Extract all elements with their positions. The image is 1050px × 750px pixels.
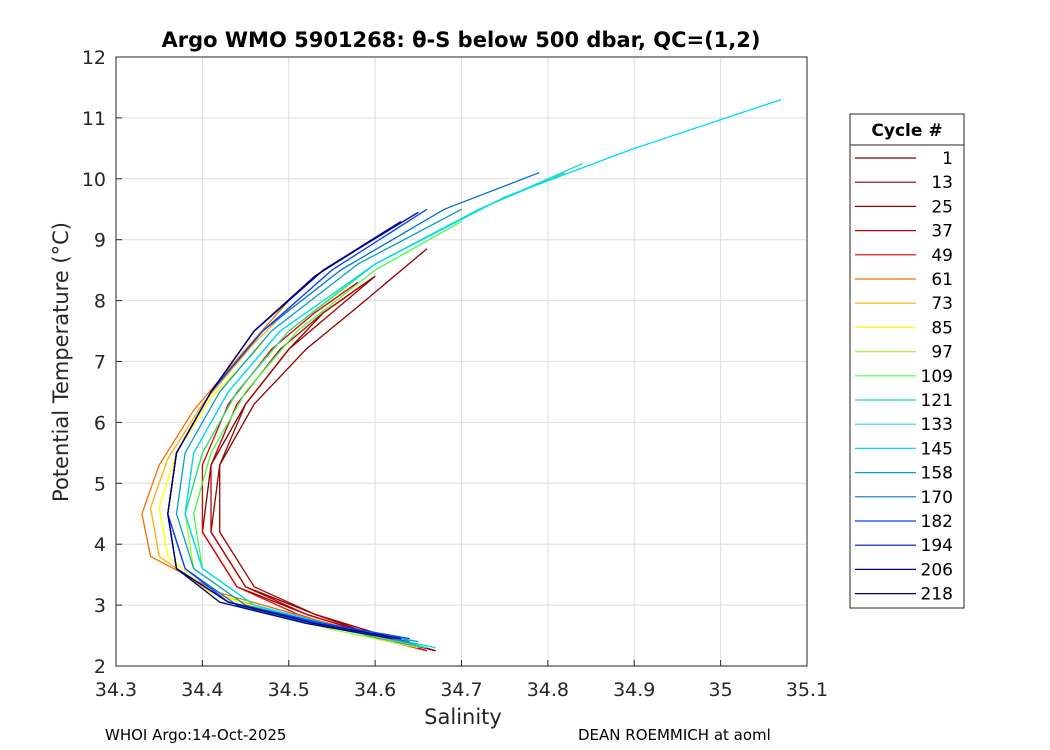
legend-entries: 1 13 25 37 49 61 73 85 97 109 121 133 145 158 170 182 19… (855, 149, 953, 605)
series-line-cycle-97 (184, 275, 419, 649)
legend-label: 206 (921, 560, 953, 580)
series-line-cycle-25 (219, 275, 436, 652)
legend-label: 170 (921, 488, 953, 508)
y-tick-label: 7 (94, 352, 106, 374)
legend-label: 133 (921, 415, 953, 435)
legend: Cycle # 1 13 25 37 49 61 73 85 97 109 121 133 145 158… (849, 113, 965, 609)
y-tick-label: 6 (94, 412, 106, 434)
legend-label: 218 (921, 585, 953, 605)
y-tick-label: 9 (94, 230, 106, 252)
x-tick-label: 34.9 (613, 679, 655, 701)
legend-label: 121 (921, 391, 953, 411)
x-tick-label: 34.4 (181, 679, 223, 701)
legend-label: 1 (942, 149, 953, 169)
footer-source: WHOI Argo:14-Oct-2025 (105, 726, 287, 744)
series-line-cycle-170 (167, 172, 540, 643)
legend-label: 73 (931, 294, 953, 314)
series-line-cycle-1 (201, 275, 436, 652)
y-tick-label: 11 (82, 108, 106, 130)
footer-operator: DEAN ROEMMICH at aoml (578, 726, 771, 744)
x-tick-label: 34.6 (354, 679, 396, 701)
legend-label: 25 (931, 197, 953, 217)
legend-label: 61 (931, 270, 953, 290)
legend-label: 49 (931, 246, 953, 266)
y-tick-label: 12 (82, 47, 106, 69)
y-tick-label: 5 (94, 473, 106, 495)
legend-label: 85 (931, 318, 953, 338)
x-tick-label: 34.5 (268, 679, 310, 701)
legend-label: 182 (921, 512, 953, 532)
legend-label: 109 (921, 367, 953, 387)
y-axis-label: Potential Temperature (°C) (49, 222, 73, 502)
axis-ticks: 34.3 34.4 34.5 34.6 34.7 34.8 34.9 35 35.1 2 3 4 5 6 7… (82, 47, 828, 701)
y-tick-label: 8 (94, 291, 106, 313)
x-tick-label: 34.7 (440, 679, 482, 701)
x-tick-label: 34.8 (527, 679, 569, 701)
chart-title: Argo WMO 5901268: θ-S below 500 dbar, QC… (162, 28, 761, 52)
y-tick-label: 4 (94, 534, 106, 556)
series-line-cycle-145 (184, 98, 782, 649)
series-line-cycle-37 (210, 281, 428, 652)
y-tick-label: 3 (94, 595, 106, 617)
x-tick-label: 35.1 (786, 679, 828, 701)
series-line-cycle-218 (167, 226, 393, 640)
legend-label: 158 (921, 464, 953, 484)
x-tick-label: 35 (709, 679, 733, 701)
legend-label: 145 (921, 439, 953, 459)
grid-lines (115, 56, 808, 667)
legend-label: 37 (931, 222, 953, 242)
legend-label: 97 (931, 343, 953, 363)
legend-label: 194 (921, 536, 953, 556)
series-layer (141, 98, 782, 652)
series-line-cycle-109 (193, 220, 462, 649)
series-line-cycle-61 (141, 300, 376, 637)
x-axis-label: Salinity (424, 705, 502, 729)
series-line-cycle-13 (210, 248, 436, 652)
series-line-cycle-182 (167, 208, 428, 640)
y-tick-label: 2 (94, 656, 106, 678)
legend-label: 13 (931, 173, 953, 193)
series-line-cycle-206 (167, 211, 419, 640)
x-tick-label: 34.3 (95, 679, 137, 701)
legend-box (849, 113, 965, 609)
series-line-cycle-49 (201, 281, 428, 652)
y-tick-label: 10 (82, 169, 106, 191)
legend-title: Cycle # (871, 121, 942, 141)
